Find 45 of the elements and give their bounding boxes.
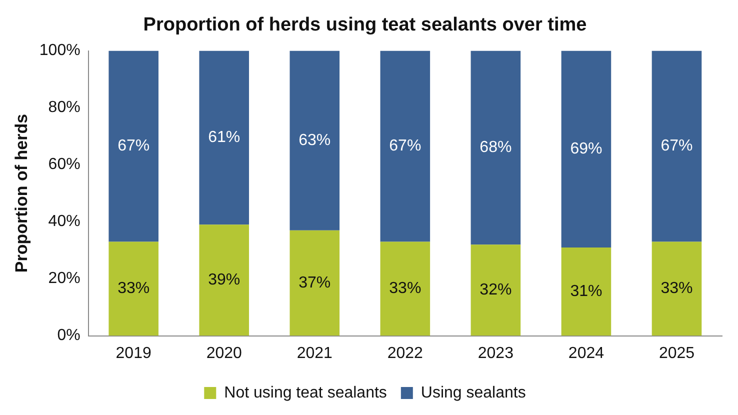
bar [470, 244, 521, 336]
legend-label: Using sealants [420, 384, 526, 402]
data-label: 67% [389, 138, 422, 155]
data-label: 33% [389, 280, 422, 298]
x-tick-label: 2025 [658, 344, 695, 362]
y-tick-label: 40% [48, 213, 80, 230]
bar [652, 50, 702, 242]
bar [380, 50, 430, 242]
data-label: 31% [570, 283, 602, 300]
x-tick-label: 2020 [206, 344, 242, 362]
y-axis-title: Proportion of herds [12, 114, 31, 273]
x-tick-label: 2022 [387, 344, 424, 362]
bar [108, 242, 158, 336]
data-label: 61% [208, 129, 240, 146]
bar [290, 50, 340, 230]
bar [652, 242, 702, 336]
chart-title: Proportion of herds using teat sealants over time [143, 14, 587, 36]
data-label: 32% [480, 282, 512, 299]
data-label: 63% [298, 132, 331, 149]
bar [470, 50, 521, 245]
data-label: 33% [660, 280, 693, 298]
y-tick-label: 60% [48, 156, 80, 174]
y-tick-label: 80% [48, 99, 80, 116]
bar [108, 50, 158, 242]
data-label: 67% [118, 138, 150, 155]
bar [561, 247, 612, 336]
data-label: 67% [660, 138, 693, 155]
bar [199, 224, 250, 336]
y-tick-label: 20% [48, 270, 80, 288]
data-label: 39% [208, 272, 240, 289]
x-tick-label: 2021 [296, 344, 333, 362]
y-tick-label: 0% [57, 327, 80, 344]
data-label: 37% [298, 274, 331, 292]
y-tick-label: 100% [39, 42, 80, 60]
x-tick-label: 2023 [478, 344, 514, 362]
data-label: 68% [480, 139, 512, 156]
x-tick-label: 2019 [116, 344, 152, 362]
data-label: 69% [570, 140, 602, 158]
bar [290, 230, 340, 336]
data-label: 33% [118, 280, 150, 298]
bar [199, 50, 250, 225]
legend-label: Not using teat sealants [224, 384, 387, 402]
x-tick-label: 2024 [568, 344, 604, 362]
bar [380, 242, 430, 336]
bar [561, 50, 612, 248]
